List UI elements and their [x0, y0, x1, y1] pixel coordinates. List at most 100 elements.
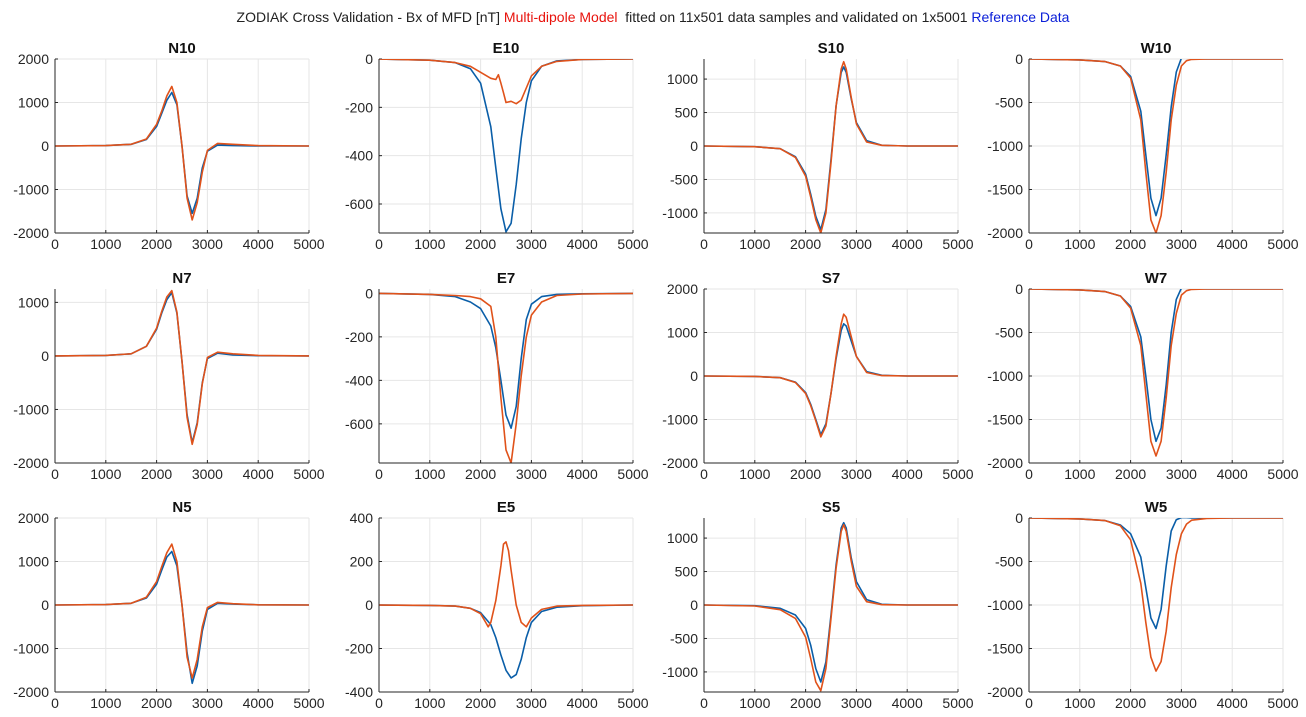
subplot-w10: 0 1000 2000 3000 4000 5000 -2000 -1500 -1000 -500…: [987, 40, 1299, 252]
x-tick-label: 4000: [1217, 466, 1248, 482]
x-tick-label: 0: [375, 466, 383, 482]
plot-area: [55, 289, 309, 463]
x-tick-label: 3000: [192, 695, 223, 711]
x-tick-label: 3000: [192, 466, 223, 482]
x-tick-label: 5000: [1267, 236, 1298, 252]
y-tick-label: -2000: [13, 225, 49, 241]
y-tick-label: -1500: [987, 641, 1023, 657]
subplot-title: E7: [497, 270, 515, 287]
y-tick-label: -2000: [662, 455, 698, 471]
y-tick-label: -1000: [13, 401, 49, 417]
x-tick-label: 1000: [739, 466, 770, 482]
subplot-title: S10: [818, 40, 845, 57]
y-tick-label: -2000: [987, 225, 1023, 241]
x-tick-label: 3000: [516, 466, 547, 482]
x-tick-label: 3000: [841, 466, 872, 482]
x-tick-label: 4000: [567, 236, 598, 252]
x-tick-label: 1000: [90, 236, 121, 252]
x-tick-label: 1000: [739, 236, 770, 252]
x-tick-label: 3000: [1166, 695, 1197, 711]
x-tick-label: 0: [700, 466, 708, 482]
y-tick-label: -1000: [987, 138, 1023, 154]
x-tick-label: 0: [51, 466, 59, 482]
y-tick-label: -200: [345, 641, 373, 657]
subplot-e7: 0 1000 2000 3000 4000 5000 -600 -400 -200 0 E7: [345, 270, 649, 482]
subplot-title: S5: [822, 499, 840, 516]
x-tick-label: 0: [1025, 466, 1033, 482]
y-tick-label: -1000: [13, 182, 49, 198]
y-tick-label: -1000: [662, 664, 698, 680]
y-tick-label: 2000: [667, 281, 698, 297]
x-tick-label: 0: [51, 236, 59, 252]
reference-series-line: [379, 292, 633, 429]
x-tick-label: 1000: [414, 466, 445, 482]
x-tick-label: 4000: [243, 466, 274, 482]
model-series-line: [55, 543, 309, 679]
x-tick-label: 1000: [414, 236, 445, 252]
x-tick-label: 3000: [841, 236, 872, 252]
subplot-title: N7: [172, 270, 191, 287]
x-tick-label: 1000: [1064, 466, 1095, 482]
model-series-line: [379, 59, 633, 105]
subplot-title: N5: [172, 499, 191, 516]
y-tick-label: -500: [995, 554, 1023, 570]
subplot-title: W7: [1145, 270, 1168, 287]
x-tick-label: 5000: [942, 695, 973, 711]
y-tick-label: 0: [41, 348, 49, 364]
x-tick-label: 0: [700, 236, 708, 252]
x-tick-label: 2000: [790, 236, 821, 252]
y-tick-label: -400: [345, 684, 373, 700]
y-tick-label: -1000: [987, 597, 1023, 613]
subplot-s7: 0 1000 2000 3000 4000 5000 -2000 -1000 0 1000 2000…: [662, 270, 974, 482]
x-tick-label: 5000: [617, 236, 648, 252]
y-tick-label: -1500: [987, 182, 1023, 198]
y-tick-label: 500: [675, 105, 699, 121]
x-tick-label: 4000: [243, 236, 274, 252]
subplot-w5: 0 1000 2000 3000 4000 5000 -2000 -1500 -1000 -500…: [987, 499, 1299, 711]
x-tick-label: 4000: [892, 236, 923, 252]
model-series-line: [379, 292, 633, 463]
x-tick-label: 4000: [892, 695, 923, 711]
x-tick-label: 1000: [1064, 236, 1095, 252]
x-tick-label: 5000: [942, 236, 973, 252]
figure-title: ZODIAK Cross Validation - Bx of MFD [nT]…: [0, 9, 1306, 25]
x-tick-label: 2000: [1115, 466, 1146, 482]
x-tick-label: 2000: [141, 695, 172, 711]
model-series-line: [704, 60, 958, 233]
model-series-line: [1029, 518, 1283, 672]
y-tick-label: 1000: [667, 71, 698, 87]
subplot-n7: 0 1000 2000 3000 4000 5000 -2000 -1000 0 1000 N7: [13, 270, 325, 482]
model-series-line: [55, 289, 309, 446]
x-tick-label: 2000: [465, 466, 496, 482]
x-tick-label: 5000: [617, 695, 648, 711]
y-tick-label: -600: [345, 416, 373, 432]
x-tick-label: 5000: [293, 695, 324, 711]
y-tick-label: 0: [1015, 51, 1023, 67]
y-tick-label: 0: [365, 597, 373, 613]
model-series-line: [55, 85, 309, 221]
y-tick-label: 1000: [667, 325, 698, 341]
x-tick-label: 4000: [1217, 236, 1248, 252]
x-tick-label: 3000: [192, 236, 223, 252]
x-tick-label: 3000: [516, 236, 547, 252]
x-tick-label: 2000: [790, 466, 821, 482]
x-tick-label: 1000: [1064, 695, 1095, 711]
subplot-title: S7: [822, 270, 840, 287]
model-series-line: [1029, 289, 1283, 457]
y-tick-label: -1000: [13, 641, 49, 657]
x-tick-label: 2000: [465, 236, 496, 252]
subplot-title: E5: [497, 499, 515, 516]
plot-area: [379, 289, 633, 463]
y-tick-label: -500: [670, 171, 698, 187]
x-tick-label: 2000: [465, 695, 496, 711]
x-tick-label: 1000: [414, 695, 445, 711]
x-tick-label: 0: [1025, 236, 1033, 252]
y-tick-label: 0: [365, 285, 373, 301]
y-tick-label: -200: [345, 99, 373, 115]
y-tick-label: 2000: [18, 510, 49, 526]
subplot-s5: 0 1000 2000 3000 4000 5000 -1000 -500 0 500 1000 S5: [662, 499, 974, 711]
x-tick-label: 5000: [1267, 695, 1298, 711]
y-tick-label: 400: [350, 510, 374, 526]
x-tick-label: 4000: [567, 466, 598, 482]
subplot-n5: 0 1000 2000 3000 4000 5000 -2000 -1000 0 1000 2000…: [13, 499, 325, 711]
